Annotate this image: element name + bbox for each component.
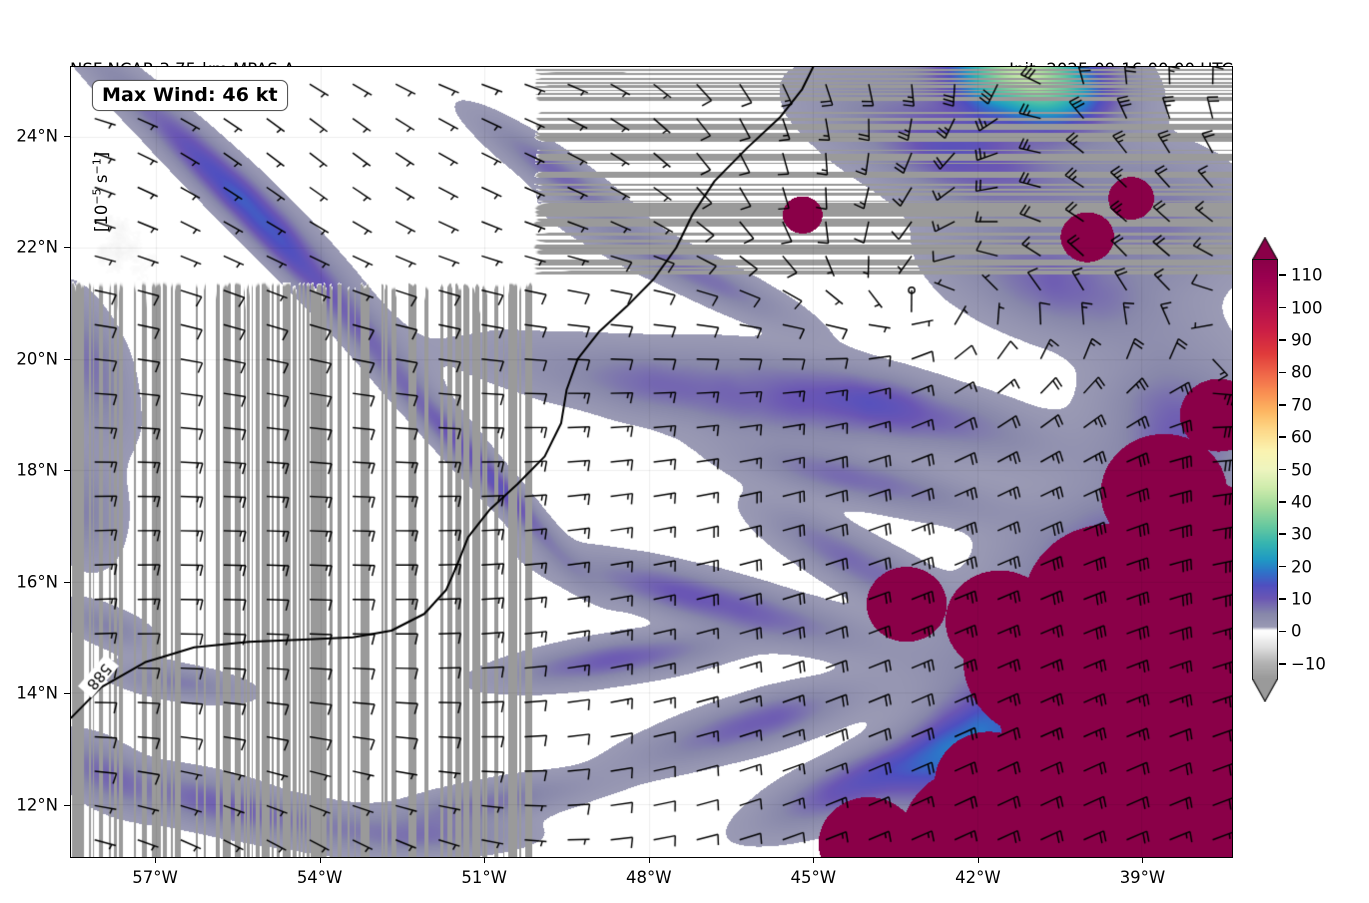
y-tick <box>64 805 70 806</box>
y-tick <box>64 247 70 249</box>
x-tick-label: 45°W <box>790 868 837 887</box>
y-tick <box>64 470 70 472</box>
y-tick-label: 18°N <box>16 460 58 480</box>
y-tick-label: 24°N <box>16 126 58 146</box>
colorbar-tick-label: 70 <box>1291 395 1312 415</box>
max-wind-annotation: Max Wind: 46 kt <box>92 80 288 111</box>
x-tick <box>484 858 486 863</box>
x-tick <box>648 858 650 863</box>
colorbar-tick-label: 0 <box>1291 621 1302 641</box>
colorbar-tick-label: 90 <box>1291 330 1312 350</box>
colorbar-tick-label: 20 <box>1291 557 1312 577</box>
colorbar-tick <box>1279 663 1286 665</box>
colorbar-tick-label: 80 <box>1291 362 1312 382</box>
colorbar-tick <box>1279 371 1286 374</box>
colorbar-tick-label: 110 <box>1291 265 1323 285</box>
colorbar-tick-label: −10 <box>1291 654 1326 674</box>
colorbar-tick <box>1279 598 1286 600</box>
x-tick-label: 57°W <box>132 868 178 887</box>
x-tick <box>155 858 157 863</box>
y-tick-label: 20°N <box>16 349 58 369</box>
colorbar-tick <box>1279 339 1286 341</box>
colorbar-tick-label: 30 <box>1291 524 1312 544</box>
y-tick-label: 16°N <box>16 572 58 592</box>
colorbar-min-extend-arrow <box>1252 679 1278 702</box>
colorbar-tick <box>1279 403 1286 406</box>
colorbar-max-extend-arrow <box>1252 237 1278 260</box>
height-contour-layer <box>71 67 1232 857</box>
y-tick <box>64 581 70 583</box>
colorbar-gradient <box>1252 259 1278 680</box>
x-tick-label: 39°W <box>1119 868 1166 887</box>
y-tick-label: 22°N <box>16 237 58 257</box>
colorbar-tick <box>1279 436 1286 438</box>
x-tick-label: 48°W <box>625 868 672 887</box>
colorbar-tick-label: 100 <box>1291 298 1323 318</box>
colorbar: −10 0 10 20 30 40 50 60 70 80 90 100 110 <box>1252 237 1369 702</box>
y-tick <box>64 358 70 360</box>
colorbar-tick <box>1279 274 1286 276</box>
x-tick-label: 51°W <box>461 868 507 887</box>
colorbar-tick-label: 60 <box>1291 427 1312 447</box>
colorbar-tick <box>1279 630 1286 633</box>
colorbar-tick <box>1279 501 1286 503</box>
y-tick <box>64 135 70 137</box>
map-plot-area <box>70 66 1233 858</box>
colorbar-tick <box>1279 306 1286 309</box>
colorbar-tick-label: 40 <box>1291 492 1312 512</box>
y-tick <box>64 693 70 695</box>
y-tick-label: 14°N <box>16 683 58 703</box>
y-tick-label: 12°N <box>16 795 58 815</box>
x-tick <box>1142 858 1144 863</box>
colorbar-title: [10−5 s−1] <box>90 151 112 232</box>
colorbar-tick-label: 50 <box>1291 460 1312 479</box>
x-tick <box>319 858 321 863</box>
x-tick-label: 54°W <box>296 868 343 887</box>
colorbar-tick <box>1279 468 1286 471</box>
colorbar-tick <box>1279 565 1286 568</box>
colorbar-tick-label: 10 <box>1291 589 1312 609</box>
x-tick-label: 42°W <box>955 868 1001 887</box>
colorbar-tick <box>1279 533 1286 536</box>
x-tick <box>977 858 979 863</box>
x-tick <box>813 858 815 863</box>
